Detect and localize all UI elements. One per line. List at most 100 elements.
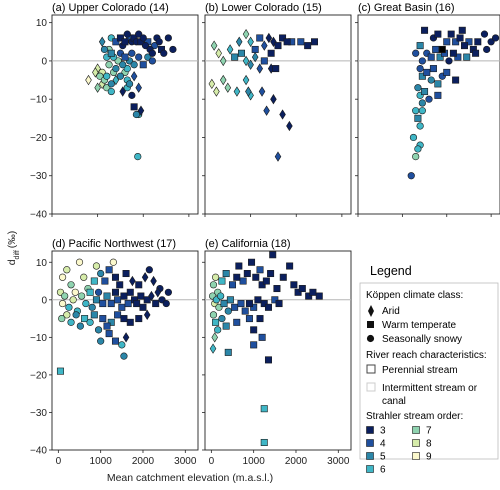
panel-d-data-point	[99, 300, 107, 308]
panel-d-data-point	[71, 288, 79, 296]
panel-d-data-point	[97, 269, 105, 278]
panel-a-data-point	[137, 105, 145, 116]
panel-a-data-point	[130, 103, 138, 111]
panel-a-data-point	[107, 80, 115, 88]
panel-d-data-point	[122, 270, 130, 278]
panel-b-data-point	[238, 49, 246, 57]
panel-b-data-point	[274, 151, 282, 162]
panel-b-data-point	[247, 59, 254, 70]
panel-c-data-point	[443, 38, 451, 46]
panel-d-data-point	[56, 367, 64, 375]
panel-e-data-point	[305, 292, 313, 300]
legend-warm-marker	[367, 321, 374, 328]
legend-river-heading: River reach characteristics:	[366, 350, 487, 361]
panel-d-data-point	[107, 318, 115, 326]
panel-b-data-point	[224, 82, 232, 93]
panel-c-data-point	[480, 30, 489, 38]
panel-a-data-point	[160, 49, 168, 57]
legend-order-9-label: 9	[426, 452, 432, 463]
panel-e-data-point	[258, 333, 266, 341]
legend-order-7-label: 7	[426, 426, 432, 437]
panel-d-data-point	[135, 315, 143, 323]
legend-snowy-marker	[366, 334, 375, 343]
legend-order-5-label: 5	[380, 452, 386, 463]
panel-c-data-point	[418, 72, 426, 80]
panel-a-data-point	[135, 82, 142, 93]
panel-d-data-point	[82, 299, 90, 308]
panel-d-data-point	[120, 352, 128, 360]
panel-e-data-point	[254, 296, 262, 304]
panel-a-data-point	[103, 84, 111, 92]
panel-a-data-point	[135, 53, 143, 61]
panel-e-data-point	[273, 285, 281, 293]
panel-c-data-point	[416, 122, 424, 130]
panel-a-data-point	[155, 38, 163, 46]
panel-e-data-point	[245, 300, 253, 308]
panel-d-ytick-label: −20	[30, 370, 47, 381]
panel-e-data-point	[262, 277, 270, 285]
panel-a-data-point	[130, 71, 138, 82]
panel-d-data-point	[126, 288, 134, 296]
panel-d-data-point	[69, 296, 77, 304]
panel-d-data-point	[63, 266, 71, 274]
legend-order-5-swatch	[366, 452, 374, 460]
panel-b-data-point	[297, 38, 305, 46]
panel-e-data-point	[275, 300, 283, 308]
panel-d-data-point	[137, 292, 145, 300]
panel-e-data-point	[264, 303, 272, 311]
panel-e-data-point	[218, 314, 226, 323]
panel-c-data-point	[414, 145, 422, 153]
panel-a-data-point	[119, 61, 127, 69]
panel-a-data-point	[128, 49, 136, 57]
panel-e-xtick-label: 0	[209, 456, 215, 467]
panel-e-data-point	[209, 281, 218, 289]
panel-d-data-point	[103, 292, 111, 300]
y-axis-label-sub: diff	[14, 250, 21, 259]
panel-c-data-point	[416, 42, 424, 50]
panel-d-data-point	[103, 322, 111, 330]
panel-e-data-point	[220, 300, 228, 308]
panel-c-data-point	[456, 34, 464, 42]
legend-perennial-marker	[366, 364, 376, 374]
panel-a-data-point	[169, 45, 177, 54]
panel-e-data-point	[309, 288, 317, 296]
panel-e-data-point	[209, 343, 217, 354]
panel-d-data-point	[133, 300, 141, 308]
panel-a-data-point	[98, 36, 106, 47]
panel-d-data-point	[148, 290, 155, 302]
panel-e-data-point	[211, 273, 220, 281]
panel-b-data-point	[258, 86, 266, 97]
panel-a-data-point	[134, 152, 142, 161]
panel-b-data-point	[279, 109, 286, 120]
legend-box	[359, 282, 499, 460]
panel-e-data-point	[298, 285, 306, 293]
panel-c-data-point	[418, 57, 426, 65]
panel-c-data-point	[463, 53, 471, 61]
panel-c-data-point	[460, 42, 468, 50]
panel-b-data-point	[245, 86, 252, 97]
legend-order-4-label: 4	[380, 439, 386, 450]
legend: Legend Köppen climate class: Arid Warm t…	[359, 264, 499, 476]
panel-d-data-point	[120, 292, 128, 300]
panel-a-data-point	[141, 42, 150, 50]
panel-c-data-point	[421, 26, 429, 34]
panel-e-data-point	[279, 273, 287, 281]
legend-intermittent-marker	[366, 382, 376, 392]
panel-a-ytick-label: −10	[30, 95, 47, 106]
panel-d-data-point	[111, 337, 119, 345]
panel-e-xtick-label: 1000	[243, 456, 266, 467]
panel-c-data-point	[421, 88, 429, 96]
panel-d-data-point	[105, 330, 113, 338]
panel-a-ytick-label: 0	[41, 56, 47, 67]
panel-c-data-point	[491, 34, 500, 42]
legend-intermittent-label-2: canal	[382, 396, 406, 407]
panel-c-data-point	[483, 45, 491, 54]
panel-b-data-point	[304, 42, 312, 50]
panel-d-data-point	[109, 258, 117, 266]
panel-a-data-point	[132, 110, 141, 119]
panel-a-title: (a) Upper Colorado (14)	[52, 2, 169, 14]
panel-c-data-point	[438, 45, 446, 53]
panel-c-data-point	[429, 65, 437, 73]
panel-d-data-point	[114, 296, 122, 304]
panel-e-data-point	[218, 277, 226, 285]
